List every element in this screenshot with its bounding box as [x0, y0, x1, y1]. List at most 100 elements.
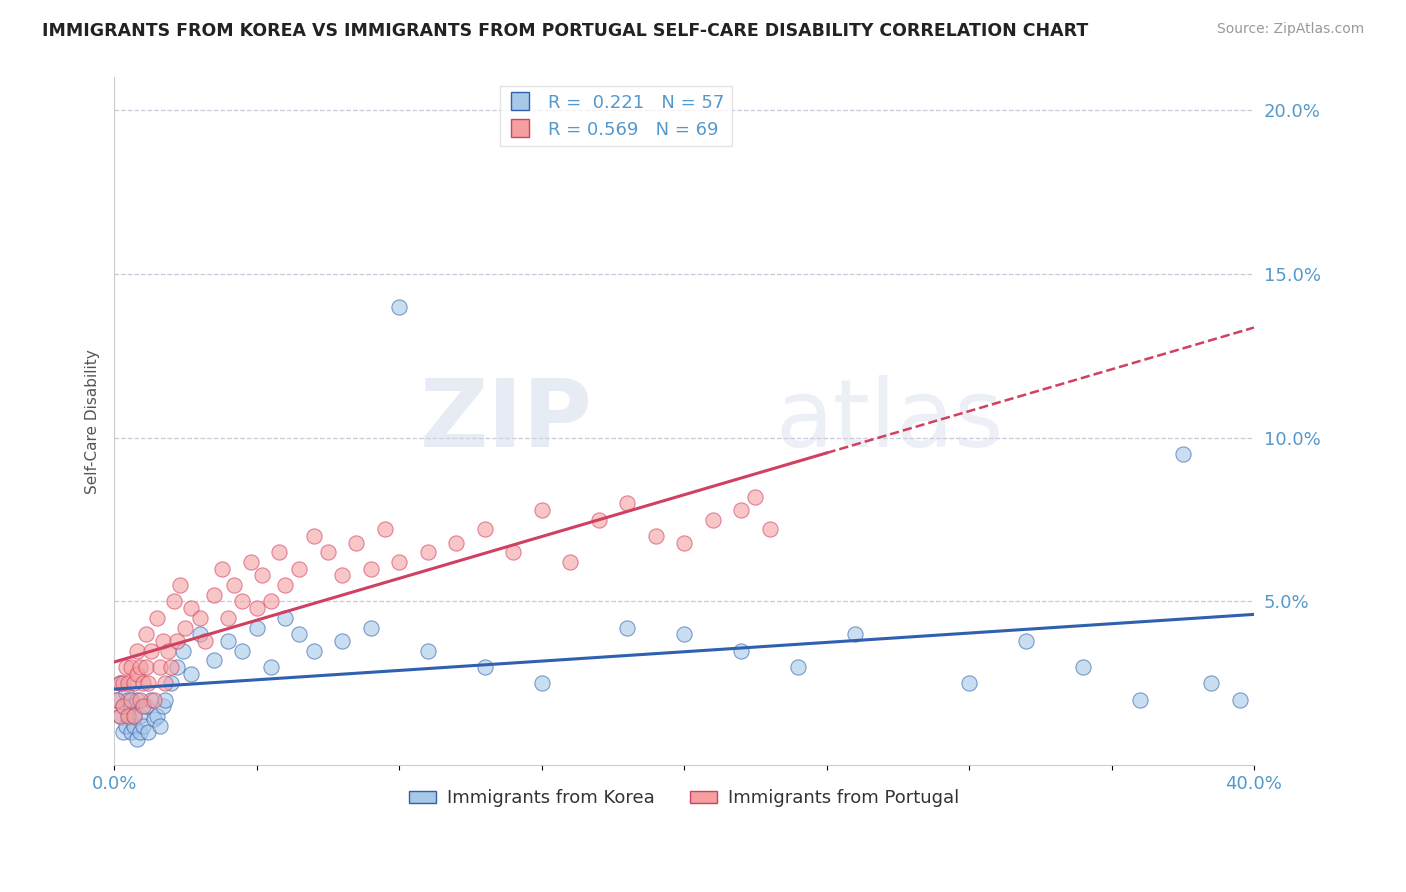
Text: Source: ZipAtlas.com: Source: ZipAtlas.com [1216, 22, 1364, 37]
Point [138, 676, 160, 690]
Point [128, 709, 150, 723]
Point [673, 535, 696, 549]
Point [143, 692, 166, 706]
Point [246, 601, 269, 615]
Point [146, 709, 169, 723]
Point [131, 676, 153, 690]
Point [122, 709, 145, 723]
Point [957, 676, 980, 690]
Point [588, 512, 610, 526]
Point [131, 699, 153, 714]
Point [188, 627, 211, 641]
Point [143, 712, 166, 726]
Text: atlas: atlas [775, 376, 1004, 467]
Point [239, 555, 262, 569]
Point [120, 699, 142, 714]
Point [114, 686, 136, 700]
Point [141, 692, 163, 706]
Point [231, 594, 253, 608]
Point [141, 643, 163, 657]
Point [166, 660, 188, 674]
Point [111, 725, 134, 739]
Point [160, 660, 183, 674]
Point [530, 502, 553, 516]
Point [120, 725, 142, 739]
Point [260, 594, 283, 608]
Point [117, 692, 139, 706]
Point [388, 555, 411, 569]
Point [122, 719, 145, 733]
Point [166, 633, 188, 648]
Point [416, 643, 439, 657]
Point [288, 562, 311, 576]
Point [122, 709, 145, 723]
Point [122, 676, 145, 690]
Point [260, 660, 283, 674]
Point [1229, 692, 1251, 706]
Point [274, 578, 297, 592]
Point [138, 725, 160, 739]
Point [108, 709, 131, 723]
Point [157, 643, 180, 657]
Point [302, 529, 325, 543]
Point [163, 594, 186, 608]
Point [149, 719, 172, 733]
Point [152, 699, 174, 714]
Point [108, 676, 131, 690]
Point [194, 633, 217, 648]
Point [131, 719, 153, 733]
Legend: Immigrants from Korea, Immigrants from Portugal: Immigrants from Korea, Immigrants from P… [401, 782, 967, 814]
Point [252, 568, 274, 582]
Point [416, 545, 439, 559]
Point [211, 562, 233, 576]
Point [105, 692, 128, 706]
Point [169, 578, 191, 592]
Point [616, 621, 638, 635]
Point [149, 660, 172, 674]
Point [188, 611, 211, 625]
Point [1015, 633, 1038, 648]
Point [388, 300, 411, 314]
Point [844, 627, 866, 641]
Point [125, 731, 148, 746]
Point [135, 699, 157, 714]
Point [316, 545, 339, 559]
Point [155, 676, 177, 690]
Point [730, 502, 752, 516]
Point [105, 692, 128, 706]
Point [1199, 676, 1222, 690]
Point [1129, 692, 1152, 706]
Point [128, 660, 150, 674]
Point [160, 676, 183, 690]
Point [474, 522, 496, 536]
Point [702, 512, 724, 526]
Point [644, 529, 666, 543]
Point [135, 660, 157, 674]
Point [155, 692, 177, 706]
Point [202, 653, 225, 667]
Point [231, 643, 253, 657]
Point [758, 522, 780, 536]
Point [360, 562, 382, 576]
Point [269, 545, 291, 559]
Point [474, 660, 496, 674]
Point [502, 545, 524, 559]
Point [744, 490, 766, 504]
Point [125, 666, 148, 681]
Point [673, 627, 696, 641]
Point [444, 535, 467, 549]
Point [330, 568, 353, 582]
Point [108, 709, 131, 723]
Text: IMMIGRANTS FROM KOREA VS IMMIGRANTS FROM PORTUGAL SELF-CARE DISABILITY CORRELATI: IMMIGRANTS FROM KOREA VS IMMIGRANTS FROM… [42, 22, 1088, 40]
Point [135, 627, 157, 641]
Point [180, 601, 202, 615]
Y-axis label: Self-Care Disability: Self-Care Disability [86, 349, 100, 493]
Point [114, 660, 136, 674]
Point [172, 643, 194, 657]
Text: ZIP: ZIP [420, 376, 593, 467]
Point [125, 692, 148, 706]
Point [222, 578, 245, 592]
Point [558, 555, 581, 569]
Point [1171, 447, 1194, 461]
Point [274, 611, 297, 625]
